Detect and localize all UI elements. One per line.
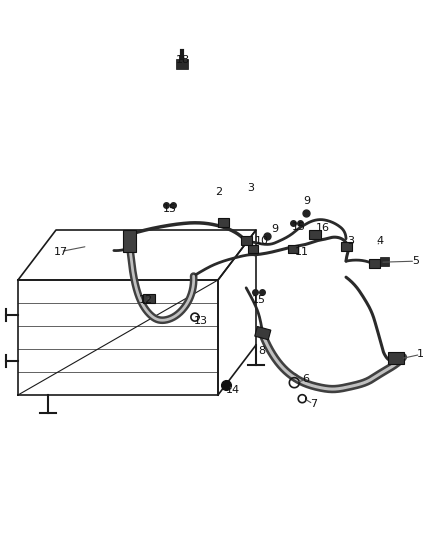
Text: 13: 13 <box>194 316 208 326</box>
Bar <box>123 230 136 252</box>
Text: 1: 1 <box>417 350 424 359</box>
Text: 8: 8 <box>258 346 265 356</box>
Text: 7: 7 <box>310 399 317 409</box>
Text: 9: 9 <box>303 197 310 206</box>
Bar <box>309 230 321 239</box>
Text: 10: 10 <box>255 236 269 246</box>
Text: 12: 12 <box>138 295 152 304</box>
Text: 11: 11 <box>294 247 308 256</box>
Bar <box>340 242 352 251</box>
Text: 15: 15 <box>252 295 266 304</box>
Text: 15: 15 <box>292 222 306 232</box>
Bar <box>248 245 258 254</box>
Text: 9: 9 <box>272 224 279 234</box>
Bar <box>143 294 155 303</box>
Text: 16: 16 <box>316 223 330 233</box>
Text: 6: 6 <box>302 375 309 384</box>
Bar <box>255 327 271 340</box>
Bar <box>240 237 252 245</box>
Text: 15: 15 <box>163 204 177 214</box>
Bar <box>369 260 380 268</box>
Text: 3: 3 <box>347 236 354 246</box>
Text: 5: 5 <box>412 256 419 266</box>
Text: 4: 4 <box>377 236 384 246</box>
Text: 18: 18 <box>176 55 190 64</box>
Text: 2: 2 <box>215 187 223 197</box>
Text: 14: 14 <box>226 385 240 395</box>
Text: 17: 17 <box>53 247 67 256</box>
Bar <box>218 219 229 227</box>
Bar <box>176 59 188 69</box>
Bar <box>380 257 389 265</box>
Bar <box>288 245 297 254</box>
Bar <box>389 352 404 364</box>
Text: 3: 3 <box>247 183 254 192</box>
